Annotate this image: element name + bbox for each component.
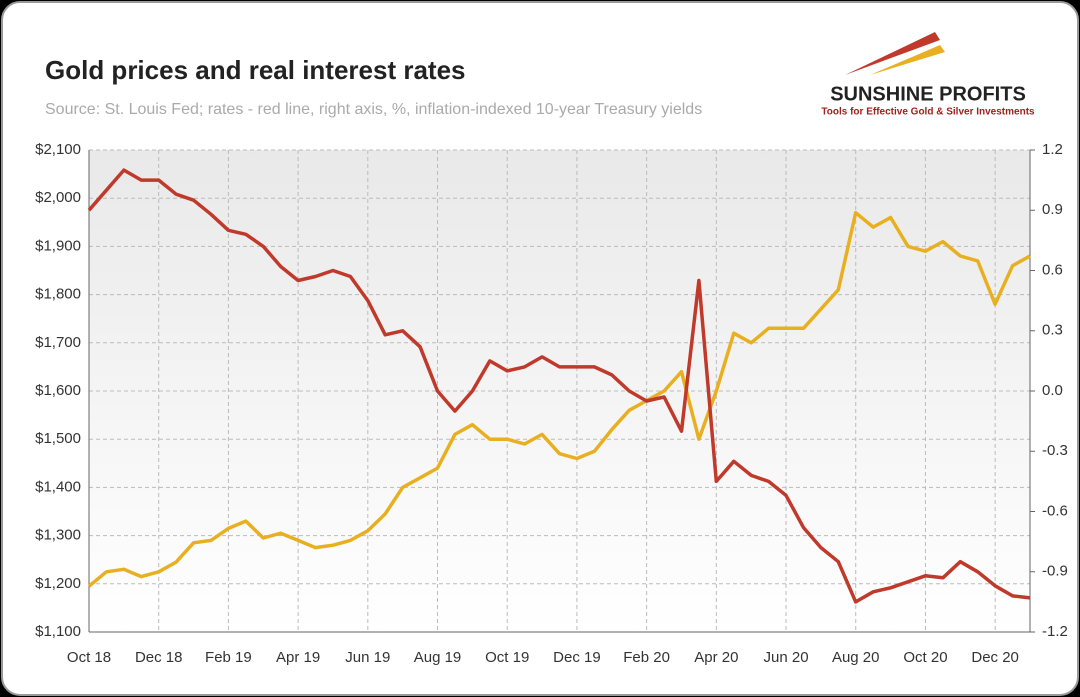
x-tick-label: Dec 18	[135, 649, 183, 666]
y2-tick-label: -0.6	[1042, 502, 1068, 519]
y2-tick-label: -0.3	[1042, 442, 1068, 459]
line-series	[87, 168, 1031, 604]
chart-subtitle: Source: St. Louis Fed; rates - red line,…	[45, 101, 702, 118]
x-tick-label: Dec 19	[553, 649, 601, 666]
y-tick-label: $1,700	[35, 334, 81, 351]
x-tick-label: Feb 20	[623, 649, 670, 666]
chart-title: Gold prices and real interest rates	[45, 55, 466, 85]
logo-name: SUNSHINE PROFITS	[830, 83, 1026, 105]
x-tick-label: Oct 18	[67, 649, 111, 666]
x-tick-label: Feb 19	[205, 649, 252, 666]
y2-tick-label: 0.3	[1042, 322, 1063, 339]
y-tick-label: $1,400	[35, 478, 81, 495]
x-tick-label: Apr 20	[694, 649, 738, 666]
x-tick-label: Oct 19	[485, 649, 529, 666]
y-tick-label: $1,600	[35, 382, 81, 399]
y-tick-label: $1,800	[35, 286, 81, 303]
y2-tick-label: 0.9	[1042, 201, 1063, 218]
y2-tick-label: 1.2	[1042, 141, 1063, 158]
line-series	[87, 210, 1031, 588]
y-tick-label: $1,200	[35, 575, 81, 592]
x-tick-label: Aug 20	[832, 649, 880, 666]
y2-tick-label: 0.0	[1042, 382, 1063, 399]
x-tick-label: Apr 19	[276, 649, 320, 666]
y-tick-label: $1,300	[35, 527, 81, 544]
x-tick-label: Oct 20	[903, 649, 947, 666]
y2-tick-label: 0.6	[1042, 261, 1063, 278]
y-tick-label: $1,500	[35, 430, 81, 447]
y-tick-label: $2,100	[35, 141, 81, 158]
x-tick-label: Jun 19	[345, 649, 390, 666]
logo-tagline: Tools for Effective Gold & Silver Invest…	[821, 107, 1035, 118]
logo-ray	[845, 32, 940, 75]
y-tick-label: $1,900	[35, 237, 81, 254]
y-tick-label: $2,000	[35, 189, 81, 206]
logo-ray	[870, 45, 945, 75]
x-tick-label: Dec 20	[971, 649, 1019, 666]
x-tick-label: Aug 19	[414, 649, 462, 666]
logo: SUNSHINE PROFITS Tools for Effective Gol…	[821, 32, 1035, 118]
y2-tick-label: -0.9	[1042, 563, 1068, 580]
y2-tick-label: -1.2	[1042, 623, 1068, 640]
y-tick-label: $1,100	[35, 623, 81, 640]
x-tick-label: Jun 20	[764, 649, 809, 666]
